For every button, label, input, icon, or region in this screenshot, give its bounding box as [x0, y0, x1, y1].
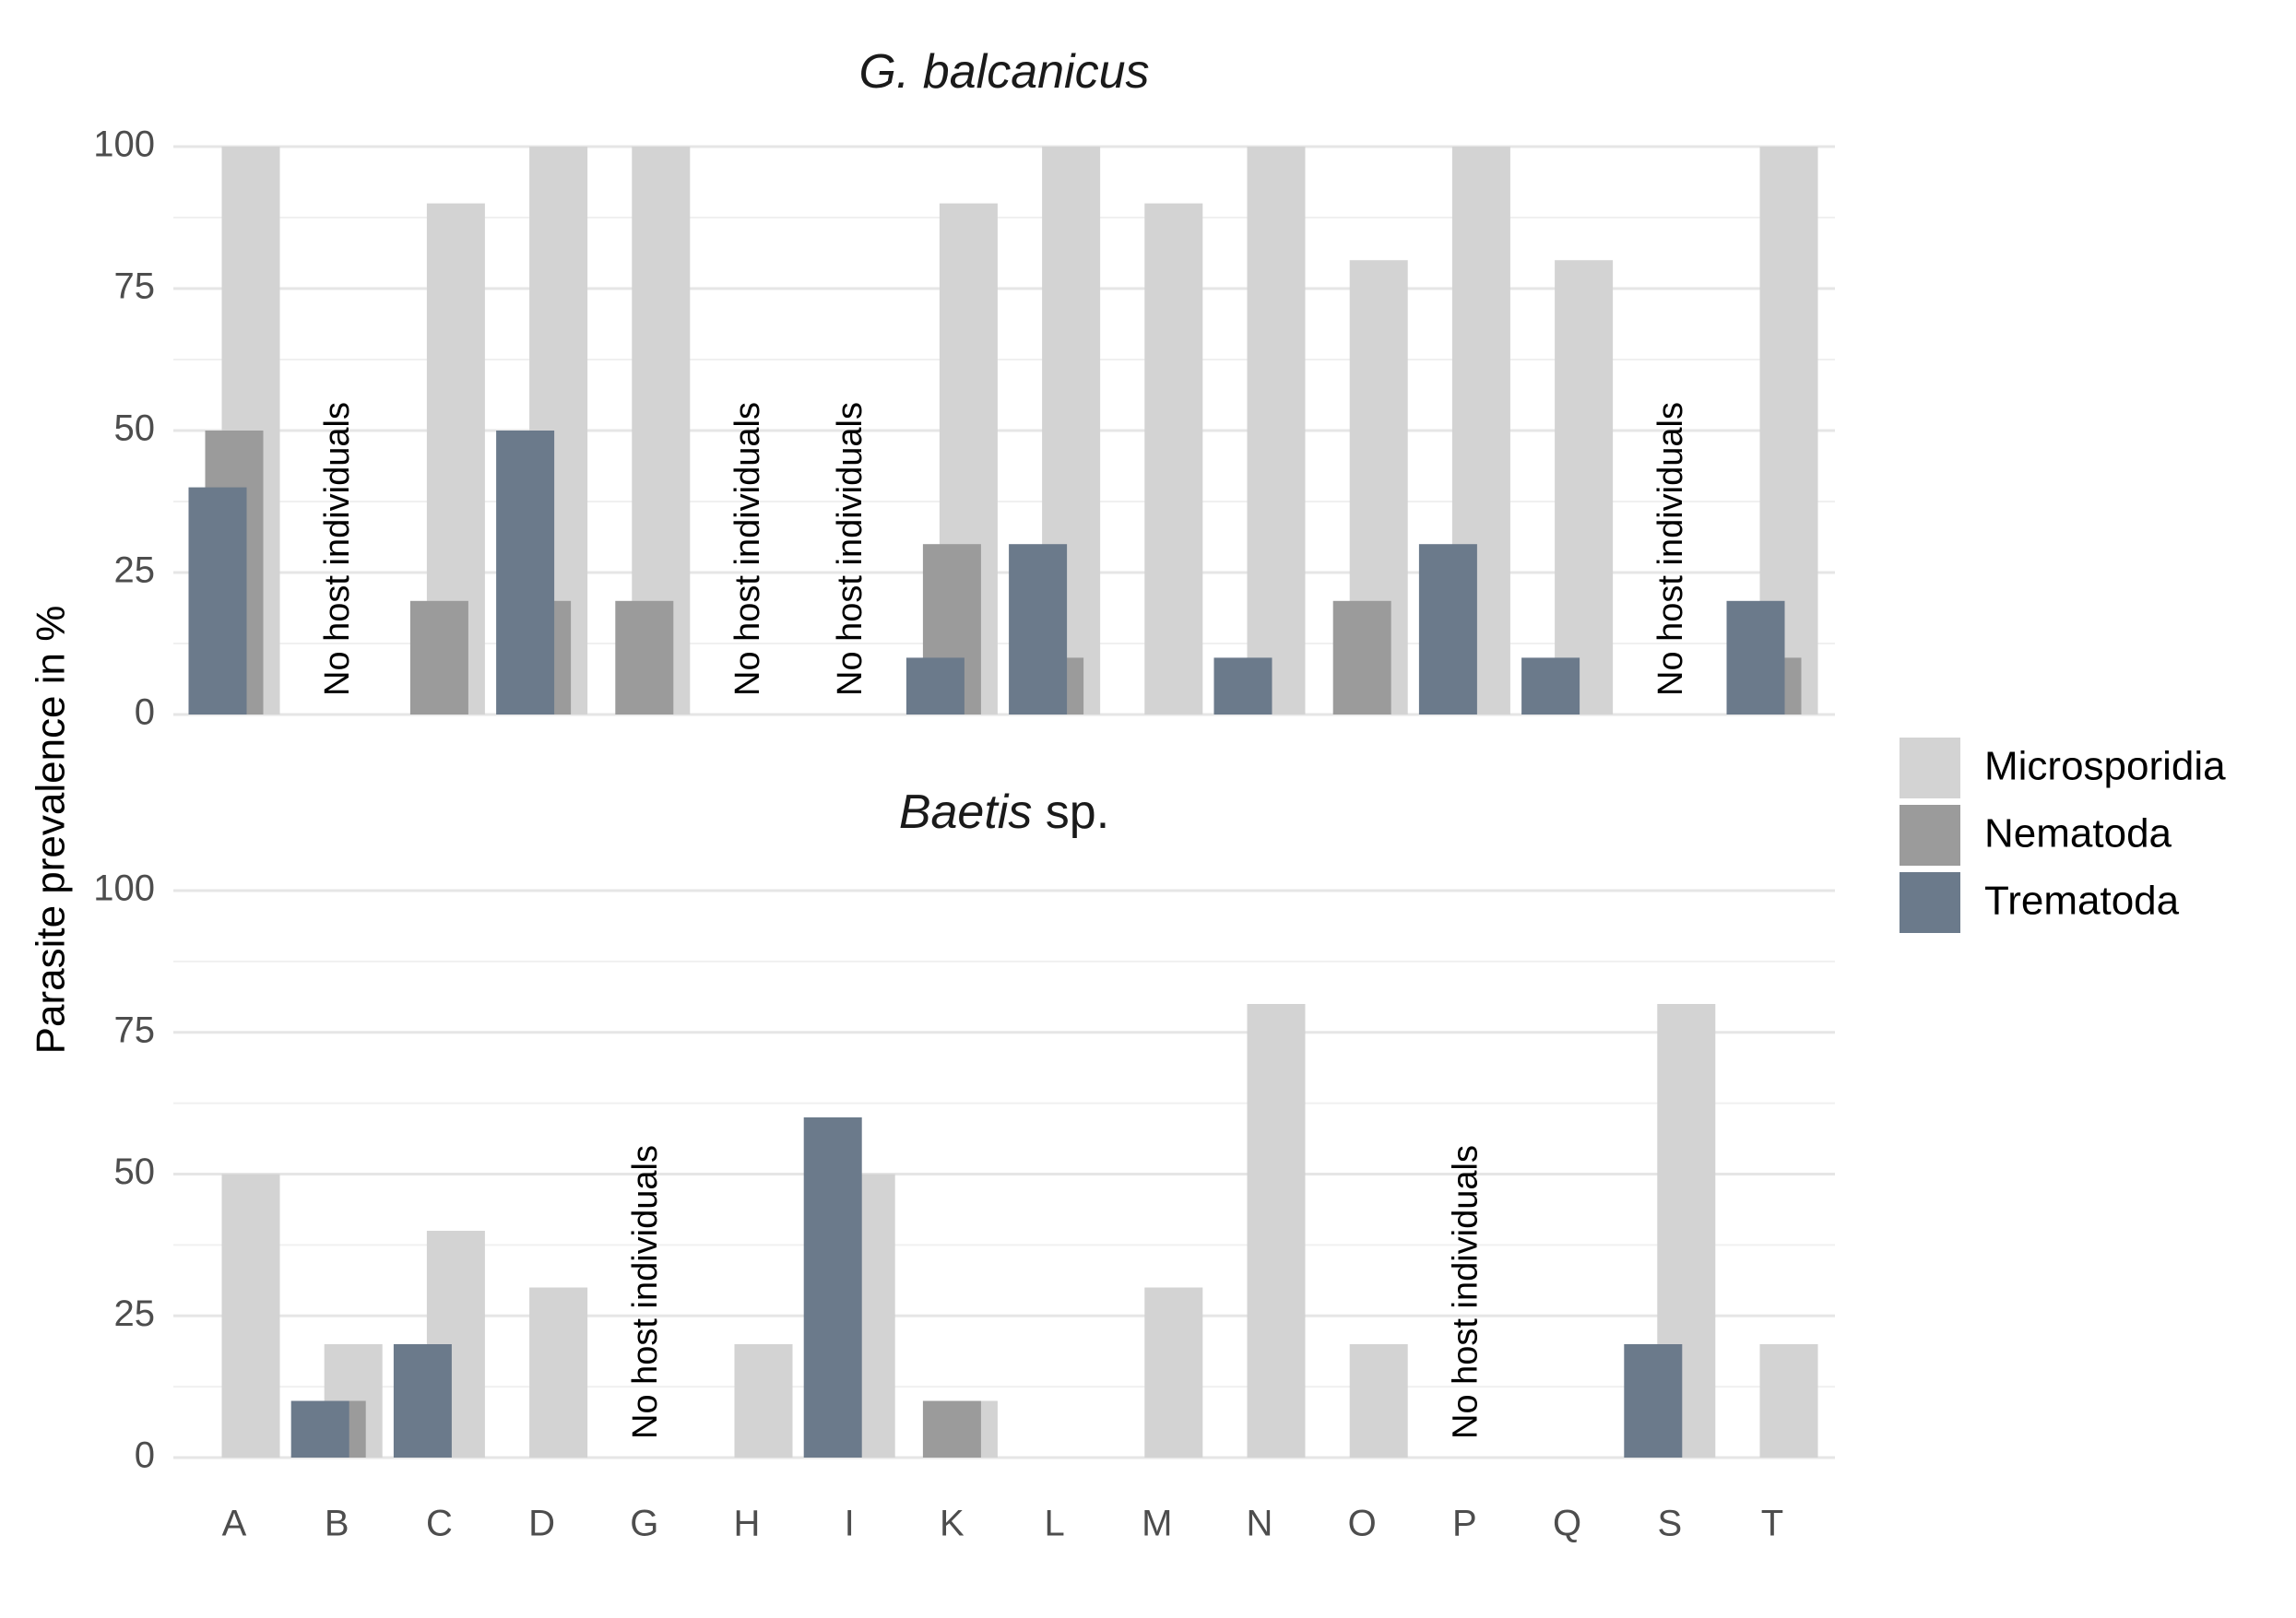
panel-title-italic: Baetis	[899, 785, 1033, 839]
y-tick-label: 100	[93, 124, 155, 165]
legend-swatch	[1900, 872, 1960, 933]
y-tick-label: 0	[135, 1435, 155, 1476]
y-tick-label: 25	[114, 1293, 156, 1334]
bar-trematoda	[1009, 544, 1068, 715]
legend: Microsporidia Nematoda Trematoda	[1900, 738, 2226, 933]
no-host-note: No host individuals	[626, 1145, 665, 1439]
panel-title-rest: sp.	[1032, 785, 1109, 839]
bar-nematoda	[1332, 600, 1391, 715]
bar-trematoda	[905, 657, 965, 715]
x-tick-label: H	[734, 1504, 761, 1544]
y-tick-label: 50	[114, 408, 156, 449]
y-tick-label: 25	[114, 550, 156, 591]
x-tick-label: N	[1247, 1504, 1273, 1544]
x-tick-label: I	[845, 1504, 855, 1544]
x-tick-label: S	[1657, 1504, 1682, 1544]
bar-microsporidia	[1144, 1287, 1203, 1458]
no-host-note: No host individuals	[728, 402, 767, 696]
x-tick-label: B	[325, 1504, 349, 1544]
x-tick-label: G	[630, 1504, 658, 1544]
bar-trematoda	[1521, 657, 1580, 715]
bar-trematoda	[1726, 600, 1785, 715]
bar-microsporidia	[1759, 1344, 1818, 1458]
bar-microsporidia	[1144, 203, 1203, 715]
x-tick-label: C	[426, 1504, 453, 1544]
bar-microsporidia	[734, 1344, 793, 1458]
panel-1: G. balcanicus 0 25 50 75 100 No host individua…	[93, 45, 1835, 733]
y-tick-label: 0	[135, 692, 155, 733]
bar-nematoda	[922, 1400, 981, 1458]
legend-label: Microsporidia	[1984, 744, 2226, 789]
bar-trematoda	[1213, 657, 1272, 715]
bar-microsporidia	[1555, 260, 1614, 715]
panel-title: Baetis sp.	[899, 785, 1109, 839]
no-host-note: No host individuals	[831, 402, 870, 696]
bar-microsporidia	[221, 1174, 280, 1458]
no-host-note: No host individuals	[1446, 1145, 1485, 1439]
x-tick-label: D	[528, 1504, 555, 1544]
bar-trematoda	[496, 431, 555, 715]
bar-nematoda	[615, 600, 674, 715]
legend-label: Trematoda	[1984, 879, 2180, 924]
panel-title-italic: G. balcanicus	[858, 45, 1149, 99]
no-host-note: No host individuals	[318, 402, 357, 696]
bar-trematoda	[290, 1400, 349, 1458]
legend-swatch	[1900, 805, 1960, 866]
y-axis-label: Parasite prevalence in %	[29, 606, 74, 1055]
x-tick-label: M	[1142, 1504, 1172, 1544]
y-tick-label: 50	[114, 1151, 156, 1192]
x-tick-label: T	[1761, 1504, 1783, 1544]
x-tick-label: L	[1044, 1504, 1064, 1544]
x-tick-label: O	[1348, 1504, 1377, 1544]
x-tick-label: K	[940, 1504, 965, 1544]
bar-microsporidia	[1247, 1004, 1306, 1458]
bar-microsporidia	[1247, 147, 1306, 715]
panel-2: Baetis sp. 0 25 50 75 100 No host individuals N…	[93, 785, 1835, 1476]
legend-swatch	[1900, 738, 1960, 798]
bar-trematoda	[1418, 544, 1477, 715]
bar-trematoda	[803, 1117, 862, 1458]
y-tick-label: 100	[93, 868, 155, 909]
bar-trematoda	[188, 487, 247, 715]
no-host-note: No host individuals	[1651, 402, 1690, 696]
bar-microsporidia	[529, 1287, 588, 1458]
legend-label: Nematoda	[1984, 811, 2172, 856]
bar-trematoda	[1624, 1344, 1683, 1458]
panel-title: G. balcanicus	[858, 45, 1149, 99]
y-tick-label: 75	[114, 1010, 156, 1050]
bar-nematoda	[409, 600, 468, 715]
bar-trematoda	[393, 1344, 452, 1458]
x-tick-label: Q	[1553, 1504, 1581, 1544]
bar-microsporidia	[1349, 1344, 1408, 1458]
y-tick-label: 75	[114, 266, 156, 307]
x-tick-label: A	[222, 1504, 247, 1544]
chart-panels: G. balcanicus 0 25 50 75 100 No host individua…	[93, 45, 1835, 1476]
x-tick-label: P	[1452, 1504, 1477, 1544]
